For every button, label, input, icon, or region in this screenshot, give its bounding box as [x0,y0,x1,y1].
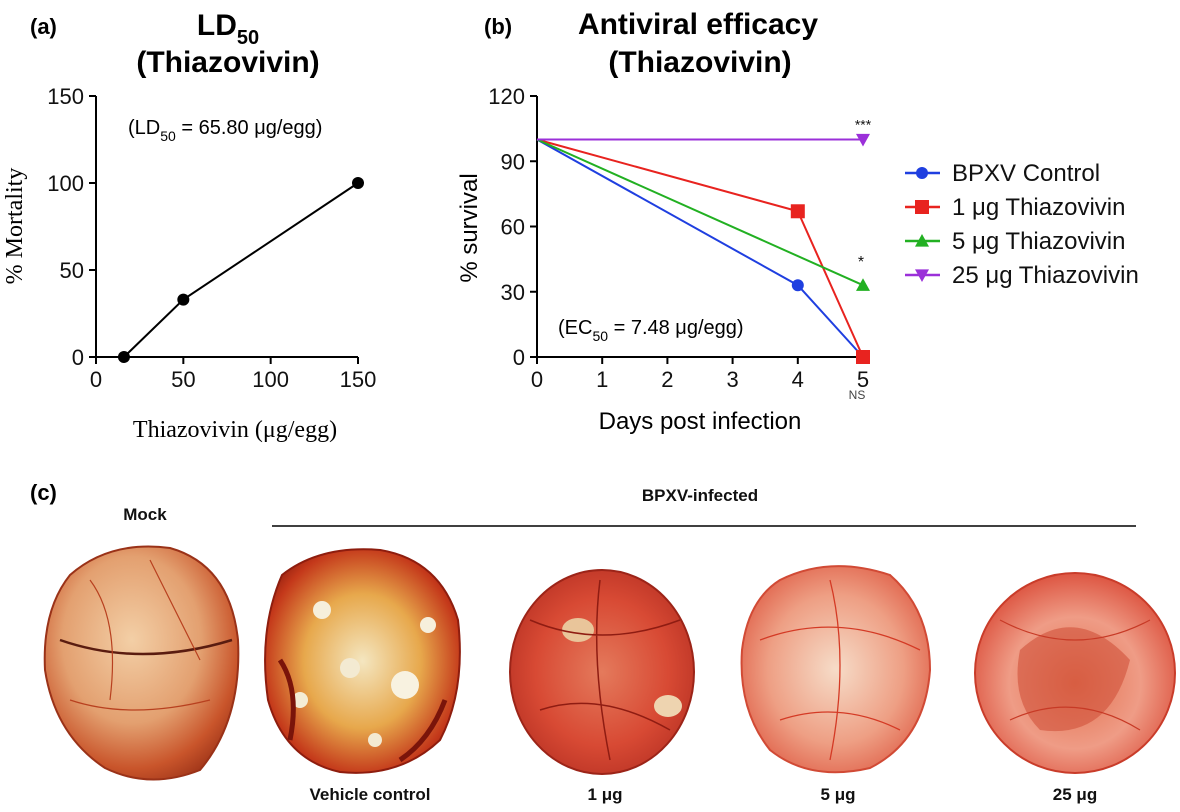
ld50-title-sub: 50 [237,27,259,49]
photo-label-25ug: 25 μg [1053,785,1097,804]
ld50-point-0-1 [177,293,190,306]
ld50-title: LD50 [197,9,259,49]
ec50-annotation: (EC50 = 7.48 μg/egg) [558,317,744,344]
antiviral-point-1-2 [856,350,870,364]
antiviral-point-1-1 [790,204,805,219]
ld50-point-0-0 [117,351,130,363]
ld50-annotation: (LD50 = 65.80 μg/egg) [128,117,322,144]
ld50-x-tick-label: 0 [90,367,102,392]
legend: BPXV Control 1 μg Thiazovivin 5 μg Thiazov… [905,160,1139,289]
antiviral-series-line-2 [536,138,864,287]
antiviral-chart: Antiviral efficacy (Thiazovivin) 0 1 2 3 4 50… [456,8,1139,435]
ec50-annotation-suffix: = 7.48 μg/egg) [608,317,744,339]
ld50-x-tick-label: 50 [171,367,195,392]
ld50-x-tick-label: 100 [252,367,289,392]
ld50-x-tick-label: 150 [340,367,377,392]
ld50-y-tick-label: 50 [60,258,84,283]
antiviral-x-tick-label: 0 [531,367,543,392]
photo-label-5ug: 5 μg [821,785,856,804]
legend-marker [915,200,929,214]
legend-entry: 25 μg Thiazovivin [952,262,1139,289]
antiviral-y-tick-label: 120 [488,84,525,109]
ec50-annotation-sub: 50 [592,328,608,344]
ld50-ylabel: % Mortality [2,168,28,285]
significance-label: *** [855,117,872,133]
antiviral-xlabel: Days post infection [599,408,802,435]
ld50-y-tick-label: 150 [47,84,84,109]
antiviral-y-tick-label: 30 [501,280,525,305]
ld50-chart: LD50 (Thiazovivin) (LD50 = 65.80 μg/egg)… [2,9,376,443]
antiviral-x-tick-label: 3 [726,367,738,392]
antiviral-point-3-1 [856,133,870,147]
antiviral-title-line2: (Thiazovivin) [608,46,791,79]
ld50-annotation-sub: 50 [160,128,176,144]
ld50-y-tick-label: 100 [47,171,84,196]
ld50-point-0-2 [352,177,364,189]
antiviral-title-line1: Antiviral efficacy [578,8,818,41]
ld50-annotation-suffix: = 65.80 μg/egg) [176,117,323,139]
ld50-title-main: LD [197,9,237,42]
legend-marker [915,269,929,282]
legend-marker [916,167,928,179]
ld50-y-tick-label: 0 [72,345,84,370]
photo-mock [43,545,240,781]
legend-entry: 1 μg Thiazovivin [952,194,1125,221]
antiviral-x-tick-label: 5 [857,367,869,392]
antiviral-y-tick-label: 60 [501,215,525,240]
legend-marker [915,234,929,247]
legend-entry: BPXV Control [952,160,1100,187]
panel-label-b: (b) [484,14,512,39]
ld50-annotation-prefix: (LD [128,117,160,139]
photo-vehicle [264,548,461,774]
photo-5ug [740,565,932,774]
significance-label: NS [849,388,866,402]
antiviral-point-2-1 [856,278,870,291]
antiviral-y-tick-label: 0 [513,345,525,370]
antiviral-x-tick-label: 1 [596,367,608,392]
antiviral-x-tick-label: 4 [792,367,804,392]
photo-label-vehicle: Vehicle control [310,785,431,804]
group-label: BPXV-infected [642,486,758,505]
ld50-series-line-0 [123,182,359,358]
photo-1ug [509,569,695,775]
antiviral-ylabel: % survival [456,173,483,282]
cam-photos: BPXV-infected Mock Vehicle control 1 μg … [43,486,1176,804]
antiviral-y-tick-label: 90 [501,149,525,174]
photo-25ug [974,572,1176,774]
panel-label-a: (a) [30,14,57,39]
antiviral-x-tick-label: 2 [661,367,673,392]
ld50-xlabel: Thiazovivin (μg/egg) [133,417,337,443]
photo-label-1ug: 1 μg [588,785,623,804]
antiviral-point-0-1 [791,279,804,292]
photo-label-mock: Mock [123,505,167,524]
ld50-title-line2: (Thiazovivin) [136,46,319,79]
panel-label-c: (c) [30,480,57,505]
ec50-annotation-prefix: (EC [558,317,592,339]
legend-entry: 5 μg Thiazovivin [952,228,1125,255]
significance-label: * [858,254,864,271]
